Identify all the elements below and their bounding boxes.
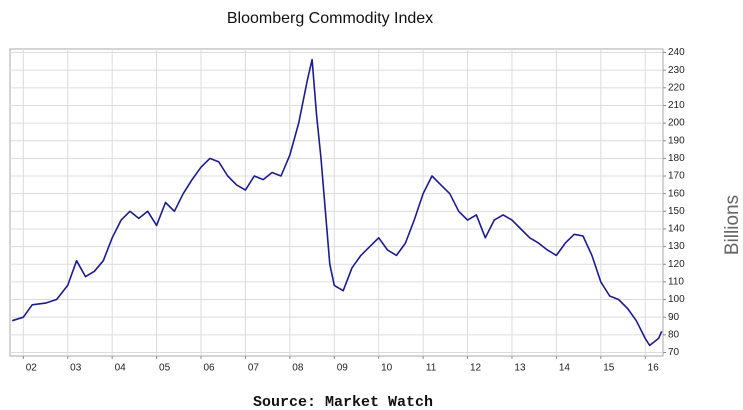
y-tick-label: 180 [668,153,685,164]
y-tick-label: 220 [668,82,685,93]
y-tick-label: 190 [668,135,685,146]
series-line [11,58,663,347]
plot-area [9,48,664,357]
y-tick-label: 230 [668,65,685,76]
y-tick-label: 160 [668,188,685,199]
y-tick-label: 200 [668,118,685,129]
source: Source: Market Watch [253,394,433,410]
x-tick-label: 03 [70,363,82,374]
y-tick-label: 80 [668,329,680,340]
y-tick-label: 150 [668,206,685,217]
x-tick-label: 08 [292,363,304,374]
y-tick-label: 100 [668,294,685,305]
x-tick-label: 05 [159,363,171,374]
y-tick-label: 120 [668,259,685,270]
y-tick-label: 210 [668,100,685,111]
y-tick-label: 130 [668,241,685,252]
x-tick-label: 09 [337,363,349,374]
x-tick-label: 13 [514,363,526,374]
x-tick-label: 12 [470,363,482,374]
x-tick-label: 02 [26,363,38,374]
x-tick-label: 11 [426,363,437,374]
x-tick-label: 15 [603,363,615,374]
x-tick-label: 07 [248,363,260,374]
y-tick-label: 240 [668,47,685,58]
x-tick-label: 14 [559,363,571,374]
x-tick-label: 10 [381,363,393,374]
y-tick-label: 140 [668,224,685,235]
x-tick-label: 16 [648,363,660,374]
chart-title: Bloomberg Commodity Index [227,10,433,27]
x-tick-label: 04 [115,363,127,374]
y-axis-label: Billions [722,195,743,255]
x-tick-label: 06 [203,363,215,374]
y-tick-label: 70 [668,347,680,358]
y-tick-label: 90 [668,312,680,323]
y-tick-label: 110 [668,277,684,288]
y-tick-label: 170 [668,171,685,182]
